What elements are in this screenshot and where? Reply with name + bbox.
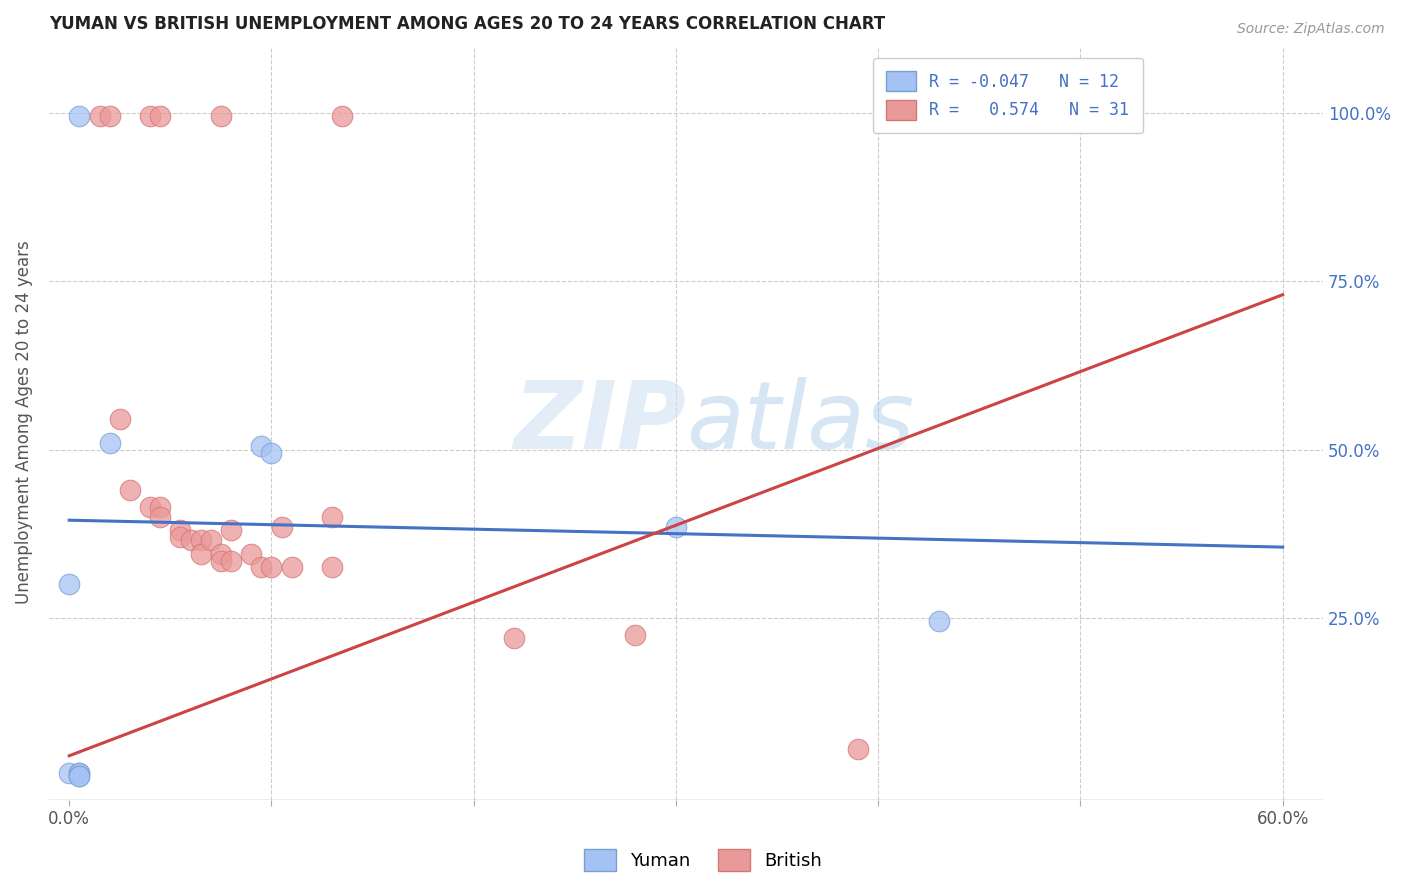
Point: [169, 523, 191, 537]
Point: [180, 533, 202, 548]
Point: [149, 500, 172, 514]
Point: [260, 446, 283, 460]
Point: [503, 631, 526, 645]
Point: [169, 530, 191, 544]
Point: [98, 435, 121, 450]
Point: [190, 533, 212, 548]
Point: [139, 500, 162, 514]
Point: [67, 765, 90, 780]
Point: [846, 742, 869, 756]
Point: [149, 109, 172, 123]
Point: [209, 109, 232, 123]
Point: [665, 520, 688, 534]
Legend: Yuman, British: Yuman, British: [576, 842, 830, 879]
Point: [67, 769, 90, 783]
Point: [209, 553, 232, 567]
Point: [190, 547, 212, 561]
Point: [219, 553, 242, 567]
Point: [58, 765, 80, 780]
Point: [260, 560, 283, 574]
Point: [250, 560, 273, 574]
Text: ZIP: ZIP: [513, 376, 686, 468]
Text: atlas: atlas: [686, 377, 914, 468]
Point: [58, 577, 80, 591]
Point: [330, 109, 353, 123]
Point: [67, 769, 90, 783]
Point: [321, 560, 343, 574]
Point: [219, 523, 242, 537]
Point: [149, 509, 172, 524]
Point: [209, 547, 232, 561]
Point: [240, 547, 263, 561]
Point: [624, 627, 647, 641]
Legend: R = -0.047   N = 12, R =   0.574   N = 31: R = -0.047 N = 12, R = 0.574 N = 31: [873, 58, 1143, 134]
Point: [89, 109, 111, 123]
Point: [67, 109, 90, 123]
Point: [67, 765, 90, 780]
Point: [250, 439, 273, 453]
Point: [270, 520, 292, 534]
Point: [200, 533, 222, 548]
Point: [98, 109, 121, 123]
Point: [280, 560, 302, 574]
Text: Source: ZipAtlas.com: Source: ZipAtlas.com: [1237, 22, 1385, 37]
Point: [118, 483, 141, 497]
Y-axis label: Unemployment Among Ages 20 to 24 years: Unemployment Among Ages 20 to 24 years: [15, 241, 32, 605]
Point: [928, 614, 950, 628]
Text: YUMAN VS BRITISH UNEMPLOYMENT AMONG AGES 20 TO 24 YEARS CORRELATION CHART: YUMAN VS BRITISH UNEMPLOYMENT AMONG AGES…: [49, 15, 886, 33]
Point: [108, 412, 131, 426]
Point: [139, 109, 162, 123]
Point: [321, 509, 343, 524]
